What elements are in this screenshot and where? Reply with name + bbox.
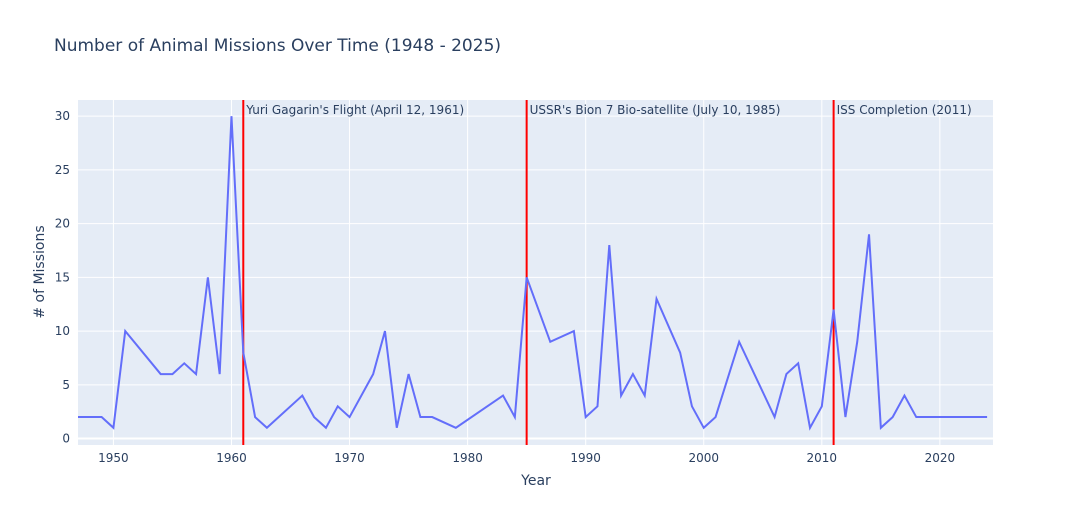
x-tick-label: 2020 bbox=[925, 451, 956, 465]
event-markers: Yuri Gagarin's Flight (April 12, 1961) US… bbox=[242, 100, 972, 445]
x-tick-label: 2000 bbox=[688, 451, 719, 465]
series-line bbox=[78, 116, 988, 431]
y-axis-title: # of Missions bbox=[32, 225, 48, 318]
event-marker-label: USSR's Bion 7 Bio-satellite (July 10, 19… bbox=[530, 103, 781, 117]
x-tick-label: 1970 bbox=[334, 451, 365, 465]
x-tick-label: 1960 bbox=[216, 451, 247, 465]
y-tick-label: 10 bbox=[55, 324, 70, 338]
event-marker-label: ISS Completion (2011) bbox=[837, 103, 972, 117]
x-axis-ticks: 1950 1960 1970 1980 1990 2000 2010 2020 bbox=[98, 451, 955, 465]
y-tick-label: 20 bbox=[55, 217, 70, 231]
y-tick-label: 30 bbox=[55, 109, 70, 123]
y-tick-label: 25 bbox=[55, 163, 70, 177]
y-tick-label: 5 bbox=[62, 378, 70, 392]
event-marker-label: Yuri Gagarin's Flight (April 12, 1961) bbox=[245, 103, 464, 117]
x-tick-label: 1990 bbox=[570, 451, 601, 465]
x-tick-label: 1980 bbox=[452, 451, 483, 465]
x-tick-label: 2010 bbox=[807, 451, 838, 465]
plot-area bbox=[78, 100, 993, 445]
y-axis-ticks: 0 5 10 15 20 25 30 bbox=[55, 109, 70, 445]
y-tick-label: 0 bbox=[62, 432, 70, 446]
chart-title: Number of Animal Missions Over Time (194… bbox=[54, 36, 501, 56]
x-tick-label: 1950 bbox=[98, 451, 129, 465]
y-tick-label: 15 bbox=[55, 270, 70, 284]
gridlines bbox=[78, 100, 993, 445]
x-axis-title: Year bbox=[520, 473, 551, 489]
